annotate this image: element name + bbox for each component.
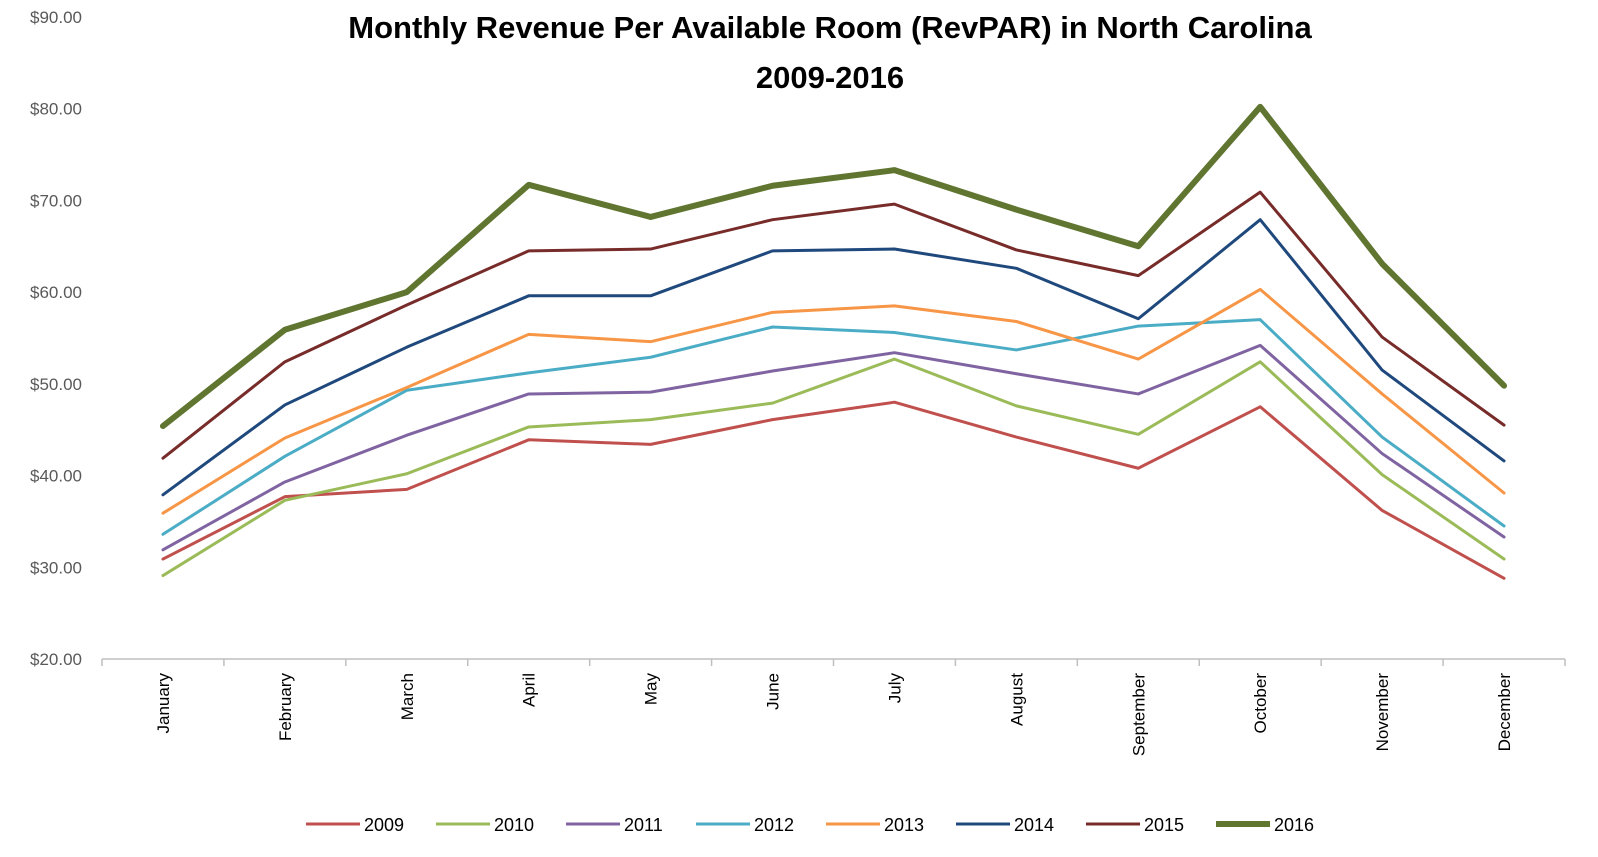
legend-item: 2010 [436,815,534,835]
x-tick-label: November [1373,673,1392,752]
series-line [161,357,1506,578]
y-tick-label: $70.00 [30,191,82,210]
x-tick-label: April [520,673,539,707]
legend-label: 2011 [624,815,663,835]
series-line [161,287,1506,515]
series-line [159,103,1508,430]
x-tick-label: June [764,673,783,710]
x-tick-label: October [1251,673,1270,734]
chart-title: Monthly Revenue Per Available Room (RevP… [348,10,1312,45]
y-tick-label: $30.00 [30,558,82,577]
y-tick-label: $80.00 [30,100,82,119]
series-line [161,190,1506,460]
legend-label: 2012 [754,815,794,835]
chart-subtitle: 2009-2016 [756,60,904,95]
legend-item: 2014 [956,815,1054,835]
x-tick-label: February [276,673,295,742]
x-tick-label: August [1007,673,1026,726]
legend-item: 2009 [306,815,404,835]
series-line [161,343,1506,552]
series-line [161,400,1506,580]
legend-item: 2011 [566,815,663,835]
x-tick-label: December [1495,673,1514,752]
legend-label: 2010 [494,815,534,835]
legend-label: 2009 [364,815,404,835]
series-line [161,218,1506,497]
x-tick-label: May [642,673,661,706]
legend-item: 2016 [1216,815,1314,835]
legend-item: 2012 [696,815,794,835]
legend-item: 2013 [826,815,924,835]
legend-item: 2015 [1086,815,1184,835]
series-line [161,318,1506,536]
y-tick-label: $20.00 [30,650,82,669]
y-tick-label: $90.00 [30,8,82,27]
legend-label: 2014 [1014,815,1054,835]
legend-label: 2016 [1274,815,1314,835]
y-tick-label: $60.00 [30,283,82,302]
x-tick-label: September [1129,673,1148,756]
legend-label: 2013 [884,815,924,835]
x-tick-label: January [154,673,173,734]
legend-label: 2015 [1144,815,1184,835]
x-tick-label: March [398,673,417,720]
y-tick-label: $50.00 [30,375,82,394]
x-tick-label: July [885,673,904,704]
y-tick-label: $40.00 [30,467,82,486]
